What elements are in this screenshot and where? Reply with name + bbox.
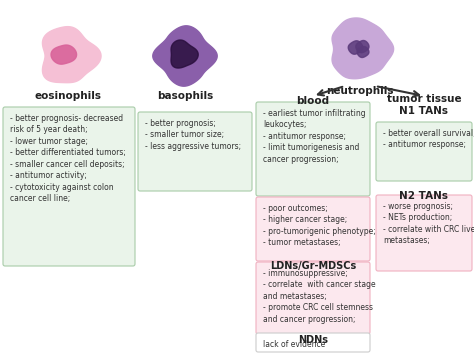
Text: - better prognosis;
- smaller tumor size;
- less aggressive tumors;: - better prognosis; - smaller tumor size… <box>145 119 241 151</box>
Text: eosinophils: eosinophils <box>35 91 101 101</box>
FancyBboxPatch shape <box>256 333 370 352</box>
Text: blood: blood <box>296 96 329 106</box>
Polygon shape <box>153 26 217 86</box>
Text: neutrophils: neutrophils <box>326 86 394 96</box>
Text: N2 TANs: N2 TANs <box>400 191 448 201</box>
Text: - better prognosis- decreased
risk of 5 year death;
- lower tumor stage;
- bette: - better prognosis- decreased risk of 5 … <box>10 114 126 203</box>
Text: - worse prognosis;
- NETs production;
- correlate with CRC liver
metastases;: - worse prognosis; - NETs production; - … <box>383 202 474 245</box>
Polygon shape <box>51 45 77 64</box>
Polygon shape <box>348 41 363 54</box>
Polygon shape <box>171 40 198 68</box>
FancyBboxPatch shape <box>256 262 370 334</box>
Text: NDNs: NDNs <box>298 335 328 345</box>
Text: - better overall survival;
- antitumor response;: - better overall survival; - antitumor r… <box>383 129 474 149</box>
Text: N1 TANs: N1 TANs <box>400 106 448 116</box>
Polygon shape <box>357 46 369 57</box>
Polygon shape <box>43 27 101 83</box>
FancyBboxPatch shape <box>256 102 370 196</box>
FancyBboxPatch shape <box>138 112 252 191</box>
Polygon shape <box>356 40 369 53</box>
Polygon shape <box>332 18 393 79</box>
Text: LDNs/Gr-MDSCs: LDNs/Gr-MDSCs <box>270 261 356 271</box>
Text: - immunosuppressive;
- correlate  with cancer stage
and metastases;
- promote CR: - immunosuppressive; - correlate with ca… <box>263 269 375 324</box>
Text: lack of evidence: lack of evidence <box>263 340 325 349</box>
Text: - earliest tumor infiltrating
leukocytes;
- antitumor response;
- limit tumorige: - earliest tumor infiltrating leukocytes… <box>263 109 365 164</box>
Text: basophils: basophils <box>157 91 213 101</box>
FancyBboxPatch shape <box>376 195 472 271</box>
FancyBboxPatch shape <box>376 122 472 181</box>
Text: - poor outcomes;
- higher cancer stage;
- pro-tumorigenic phenotype;
- tumor met: - poor outcomes; - higher cancer stage; … <box>263 204 376 247</box>
FancyBboxPatch shape <box>256 197 370 261</box>
FancyBboxPatch shape <box>3 107 135 266</box>
Text: tumor tissue: tumor tissue <box>387 94 461 104</box>
